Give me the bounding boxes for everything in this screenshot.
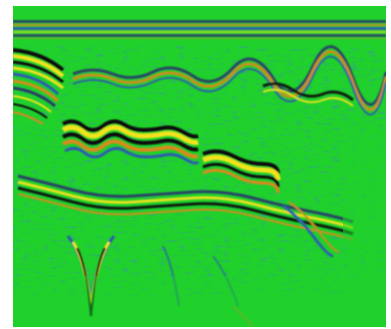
radar-image [13, 6, 386, 327]
speckle-noise [13, 46, 386, 296]
main-reflector [61, 119, 281, 194]
upper-layer [72, 45, 386, 116]
lower-reflector [17, 174, 354, 258]
deep-hyperbola [66, 235, 254, 327]
radar-image-canvas [13, 6, 386, 327]
left-reflector [13, 48, 65, 125]
right-quiet-zone [343, 126, 386, 327]
surface-bands [13, 20, 386, 39]
bottom-quiet-zone [13, 276, 386, 327]
